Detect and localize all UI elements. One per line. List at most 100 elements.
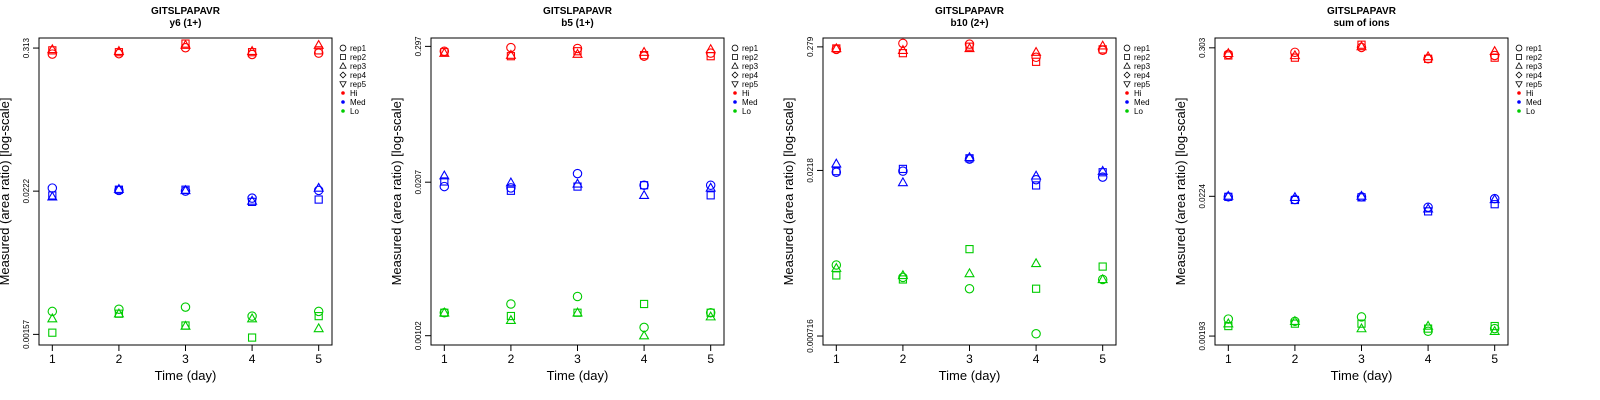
data-point-hi-rep3 [1356,40,1367,51]
legend-label: Med [742,98,758,107]
legend-diamond-icon [1123,71,1131,79]
y-axis-label: Measured (area ratio) [log-scale] [781,98,796,286]
legend-label: rep2 [742,53,759,62]
data-point-lo-rep1 [506,299,516,309]
data-point-med-rep3 [705,182,717,192]
data-point-lo-rep3 [1489,325,1501,335]
y-tick-label: 0.0207 [414,169,423,194]
data-point-med-rep3 [1289,191,1301,202]
data-point-hi-rep3 [572,48,583,58]
data-point-med-rep3 [1222,190,1234,200]
x-tick-label: 4 [249,352,256,366]
data-point-hi-rep3 [1422,50,1434,61]
legend-label: Hi [1134,89,1142,98]
legend-triangle-down-icon [731,81,739,89]
data-point-lo-rep1 [1223,314,1234,324]
data-point-hi-rep3 [246,45,258,55]
legend-triangle-up-icon [1515,61,1523,69]
legend-hi-dot-icon [341,91,345,95]
legend-lo-dot-icon [1517,109,1521,113]
legend-diamond-icon [339,71,347,79]
data-point-hi-rep3 [438,47,450,57]
legend-label: rep2 [1526,53,1543,62]
data-point-hi-rep3 [113,45,125,55]
data-point-med-rep3 [113,183,125,193]
data-point-lo-rep2 [832,271,841,280]
data-point-lo-rep3 [964,267,975,278]
data-point-med-rep2 [1490,200,1499,209]
chart-title: GITSLPAPAVR [543,6,613,17]
x-tick-label: 1 [833,352,840,366]
legend-circle-icon [1515,44,1523,52]
data-point-lo-rep3 [830,262,842,272]
legend-label: rep1 [350,44,367,53]
data-point-med-rep1 [180,186,191,196]
data-point-med-rep2 [114,185,124,194]
y-tick-label: 0.303 [1198,37,1207,58]
data-point-hi-rep1 [1356,42,1367,53]
data-point-med-rep3 [964,151,975,162]
y-tick-label: 0.00102 [414,321,423,350]
y-tick-label: 0.0218 [806,158,815,183]
legend-circle-icon [731,44,739,52]
data-point-hi-rep2 [314,46,323,55]
x-tick-label: 4 [641,352,648,366]
legend-med-dot-icon [341,100,345,104]
data-point-hi-rep3 [1222,47,1234,58]
data-point-hi-rep3 [1489,45,1501,56]
data-point-lo-rep3 [897,269,909,280]
legend-diamond-icon [1515,71,1523,79]
legend-triangle-down-icon [1123,81,1131,89]
data-point-lo-rep2 [1031,284,1041,293]
data-point-lo-rep3 [1289,315,1301,326]
legend-label: rep5 [742,80,759,89]
data-point-hi-rep1 [1489,50,1500,61]
chart-subtitle: b5 (1+) [561,18,594,29]
data-point-lo-rep3 [638,329,650,340]
data-point-lo-rep3 [1097,273,1109,284]
legend-lo-dot-icon [1125,109,1129,113]
y-tick-label: 0.0222 [22,178,31,203]
legend-triangle-down-icon [1515,81,1523,89]
x-tick-label: 3 [1358,352,1365,366]
legend-label: Lo [1134,107,1143,116]
legend-square-icon [1124,54,1130,60]
chart-title: GITSLPAPAVR [1327,6,1397,17]
plot-frame [38,37,333,346]
y-axis-label: Measured (area ratio) [log-scale] [1173,98,1188,286]
data-point-lo-rep2 [706,308,715,317]
data-point-lo-rep3 [438,307,450,317]
legend-label: rep4 [1526,71,1543,80]
data-point-lo-rep2 [247,333,257,342]
data-point-med-rep1 [1223,192,1234,202]
data-point-med-rep1 [572,168,583,179]
y-tick-label: 0.279 [806,36,815,57]
data-point-hi-rep2 [1031,57,1041,66]
data-point-med-rep3 [1489,193,1501,204]
plot-frame [822,37,1117,346]
data-point-lo-rep3 [313,322,325,333]
data-point-hi-rep3 [705,43,717,54]
data-point-hi-rep3 [964,42,975,53]
data-point-lo-rep2 [639,299,649,309]
legend-label: rep5 [1526,80,1543,89]
data-point-lo-rep1 [180,302,191,312]
data-point-lo-rep1 [572,291,583,302]
data-point-med-rep3 [1422,203,1434,213]
x-tick-label: 5 [1491,352,1498,366]
data-point-hi-rep1 [47,49,58,59]
legend-label: rep1 [1134,44,1151,53]
data-point-hi-rep3 [1030,46,1042,56]
legend-label: Hi [742,89,750,98]
legend-label: rep5 [1134,80,1151,89]
data-point-lo-rep3 [1030,257,1042,268]
legend-med-dot-icon [733,100,737,104]
data-point-med-rep1 [1031,174,1041,185]
data-point-med-rep1 [898,166,908,176]
data-point-med-rep2 [506,186,516,195]
x-axis-label: Time (day) [939,368,1001,383]
data-point-hi-rep1 [964,39,975,49]
data-point-lo-rep1 [114,304,124,314]
data-point-med-rep3 [46,191,58,201]
x-tick-label: 4 [1425,352,1432,366]
